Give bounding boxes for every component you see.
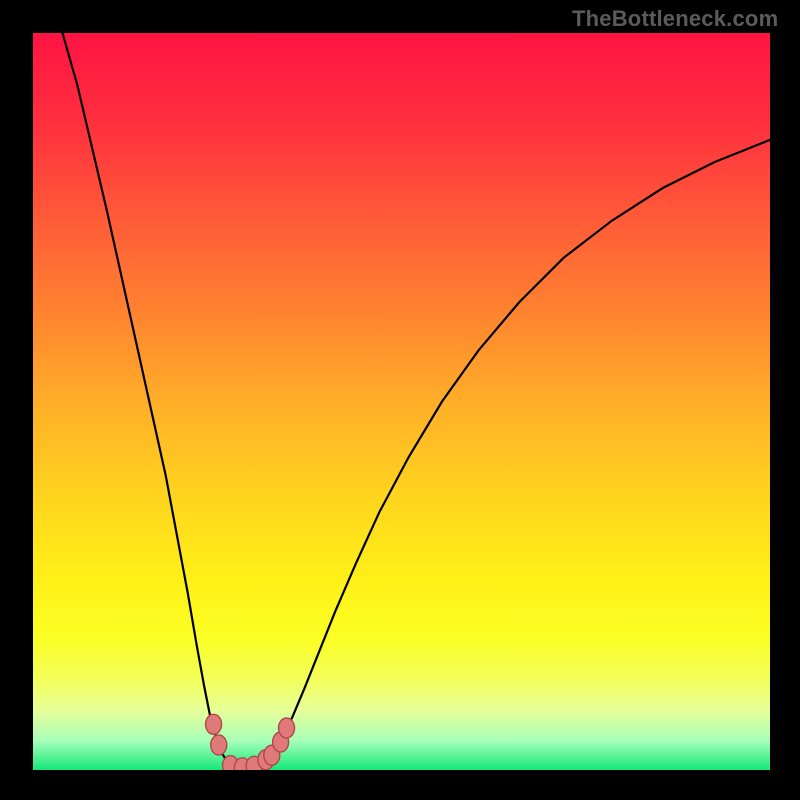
chart-svg (33, 33, 770, 770)
chart-background (33, 33, 770, 770)
outer-container: TheBottleneck.com (0, 0, 800, 800)
watermark-text: TheBottleneck.com (572, 6, 778, 32)
curve-marker (211, 735, 227, 755)
bottleneck-chart (33, 33, 770, 770)
curve-marker (279, 718, 295, 738)
curve-marker (206, 714, 222, 734)
